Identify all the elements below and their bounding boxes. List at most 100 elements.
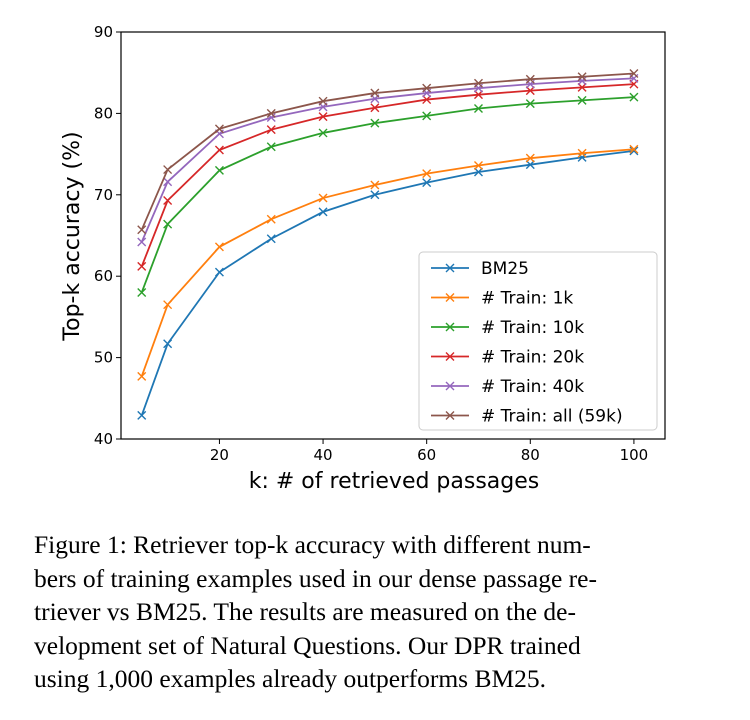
series-5 bbox=[137, 69, 639, 235]
data-point bbox=[370, 103, 380, 113]
x-tick-label: 20 bbox=[210, 446, 229, 464]
data-point bbox=[318, 112, 328, 122]
figure-caption: Figure 1: Retriever top-k accuracy with … bbox=[34, 528, 706, 696]
data-point bbox=[266, 234, 276, 244]
y-tick-label: 80 bbox=[94, 104, 113, 122]
data-point bbox=[370, 118, 380, 128]
data-point bbox=[577, 72, 587, 82]
data-point bbox=[266, 142, 276, 152]
data-point bbox=[163, 177, 173, 187]
chart: 40 50 60 70 80 90 20 40 60 80 100 BM25 # Train: 1k #… bbox=[60, 23, 666, 494]
data-point bbox=[163, 339, 173, 349]
data-point bbox=[163, 196, 173, 205]
data-point bbox=[214, 165, 224, 175]
legend-swatch-marker bbox=[445, 381, 455, 391]
data-point bbox=[577, 148, 587, 158]
y-tick-label: 50 bbox=[94, 349, 113, 367]
data-point bbox=[266, 108, 276, 118]
y-tick-label: 40 bbox=[94, 430, 113, 448]
data-point bbox=[422, 111, 432, 121]
x-tick-label: 40 bbox=[314, 446, 333, 464]
data-point bbox=[577, 76, 587, 86]
data-point bbox=[629, 92, 639, 102]
data-point bbox=[163, 165, 173, 175]
data-point bbox=[370, 190, 380, 200]
legend-label: # Train: all (59k) bbox=[481, 407, 623, 427]
data-point bbox=[137, 371, 147, 381]
data-point bbox=[629, 146, 639, 156]
legend-entry: # Train: all (59k) bbox=[431, 407, 623, 427]
x-tick-label: 80 bbox=[521, 446, 540, 464]
caption-line: velopment set of Natural Questions. Our … bbox=[34, 630, 581, 660]
data-point bbox=[629, 144, 639, 154]
legend-label: # Train: 20k bbox=[481, 348, 584, 368]
data-point bbox=[473, 161, 483, 170]
data-point bbox=[318, 193, 328, 203]
data-point bbox=[318, 96, 328, 106]
data-point bbox=[370, 180, 380, 190]
data-point bbox=[525, 74, 535, 84]
caption-line: Figure 1: Retriever top-k accuracy with … bbox=[34, 530, 591, 559]
legend-entry: BM25 bbox=[431, 259, 529, 279]
y-tick-label: 60 bbox=[94, 267, 113, 285]
data-point bbox=[422, 169, 432, 179]
data-point bbox=[473, 78, 483, 88]
data-point bbox=[422, 178, 432, 188]
data-point bbox=[422, 95, 432, 105]
data-point bbox=[577, 82, 587, 92]
data-point bbox=[525, 86, 535, 96]
x-tick-label: 100 bbox=[620, 446, 649, 464]
data-point bbox=[137, 237, 147, 247]
data-point bbox=[214, 145, 224, 155]
data-point bbox=[266, 125, 276, 135]
series-0 bbox=[137, 146, 639, 420]
data-point bbox=[266, 214, 276, 224]
caption-line: bers of training examples used in our de… bbox=[34, 563, 597, 593]
data-point bbox=[163, 219, 173, 229]
data-point bbox=[137, 261, 147, 271]
series-1 bbox=[137, 144, 639, 381]
data-point bbox=[473, 167, 483, 177]
x-axis-label: k: # of retrieved passages bbox=[249, 469, 540, 494]
data-point bbox=[525, 160, 535, 170]
data-point bbox=[577, 152, 587, 162]
series-3 bbox=[137, 79, 639, 271]
series-layer bbox=[137, 69, 639, 420]
data-point bbox=[525, 153, 535, 163]
data-point bbox=[137, 225, 147, 235]
legend-swatch-marker bbox=[445, 352, 455, 361]
legend-box bbox=[418, 251, 658, 431]
data-point bbox=[629, 69, 639, 79]
legend-entry: # Train: 10k bbox=[431, 318, 584, 338]
data-point bbox=[214, 267, 224, 277]
caption-line: using 1,000 examples already outperforms… bbox=[34, 664, 547, 693]
legend-swatch-marker bbox=[445, 411, 455, 420]
data-point bbox=[422, 83, 432, 93]
data-point bbox=[473, 90, 483, 100]
data-point bbox=[163, 300, 173, 310]
legend-swatch-marker bbox=[445, 293, 455, 302]
legend-swatch-marker bbox=[445, 322, 455, 332]
legend-entry: # Train: 40k bbox=[431, 377, 584, 397]
data-point bbox=[137, 410, 147, 420]
data-point bbox=[214, 242, 224, 252]
y-tick-label: 70 bbox=[94, 186, 113, 204]
legend-label: # Train: 40k bbox=[481, 377, 584, 397]
caption-line: triever vs BM25. The results are measure… bbox=[34, 597, 576, 626]
legend-label: # Train: 1k bbox=[481, 289, 573, 309]
y-axis-label: Top-k accuracy (%) bbox=[60, 131, 85, 341]
data-point bbox=[370, 88, 380, 98]
legend-label: # Train: 10k bbox=[481, 318, 584, 338]
data-point bbox=[318, 207, 328, 217]
legend-swatch-marker bbox=[445, 263, 455, 273]
legend-entry: # Train: 20k bbox=[431, 348, 584, 368]
data-point bbox=[577, 95, 587, 105]
series-2 bbox=[137, 92, 639, 297]
legend-label: BM25 bbox=[481, 259, 529, 279]
data-point bbox=[137, 287, 147, 297]
data-point bbox=[473, 104, 483, 114]
x-tick-label: 60 bbox=[417, 446, 436, 464]
plot-frame bbox=[120, 31, 666, 440]
legend: BM25 # Train: 1k # Train: 10k # Train: 20k #… bbox=[418, 251, 658, 431]
y-tick-label: 90 bbox=[94, 23, 113, 41]
